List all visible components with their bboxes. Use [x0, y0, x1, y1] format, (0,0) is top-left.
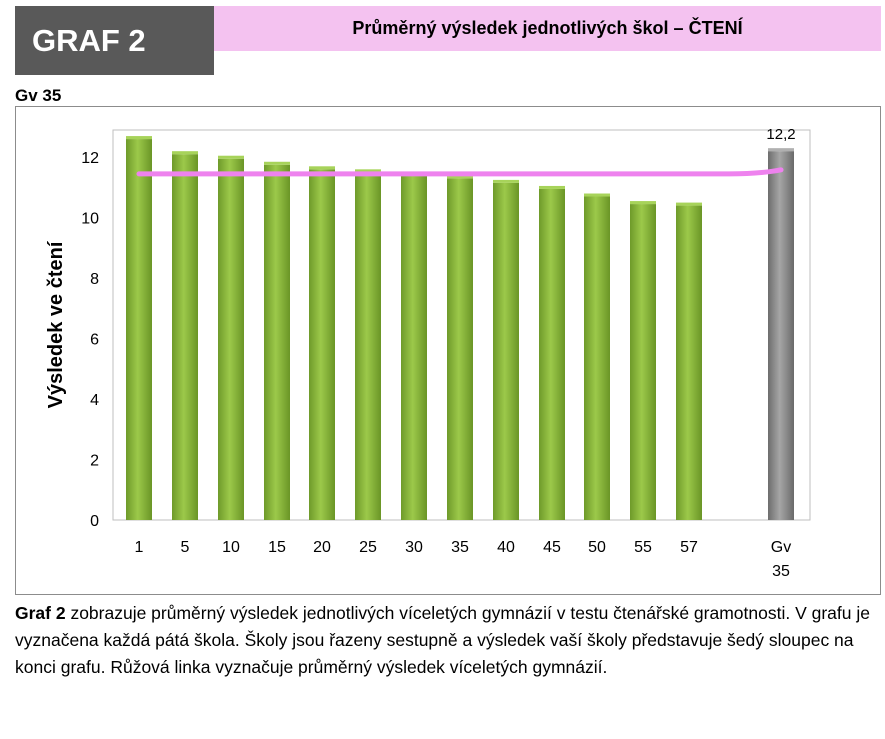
- bar-cap: [493, 179, 519, 183]
- caption-lead: Graf 2: [15, 603, 66, 623]
- y-tick-label: 2: [90, 453, 99, 470]
- bar-15: [264, 164, 290, 520]
- x-tick-label: 25: [359, 539, 377, 556]
- bar-cap: [584, 193, 610, 197]
- bar-1: [126, 139, 152, 520]
- bar-40: [493, 182, 519, 520]
- bar-gv-35: [768, 151, 794, 521]
- y-axis-label: Výsledek ve čtení: [45, 240, 67, 408]
- bar-cap: [768, 148, 794, 152]
- x-tick-label: 15: [268, 539, 286, 556]
- bar-25: [355, 172, 381, 521]
- bar-cap: [355, 169, 381, 173]
- average-line: [136, 167, 784, 177]
- bar-cap: [126, 136, 152, 140]
- bar-57: [676, 205, 702, 520]
- x-tick-label: 5: [181, 539, 190, 556]
- x-tick-label: 10: [222, 539, 240, 556]
- x-tick-label: 35: [772, 563, 790, 580]
- x-tick-label: 30: [405, 539, 423, 556]
- bar-10: [218, 158, 244, 520]
- y-tick-label: 8: [90, 271, 99, 288]
- bar-cap: [630, 201, 656, 205]
- bar-30: [401, 175, 427, 521]
- highlight-data-label: 12,2: [766, 126, 795, 143]
- y-tick-label: 0: [90, 513, 99, 530]
- x-tick-label: 57: [680, 539, 698, 556]
- x-tick-label: 45: [543, 539, 561, 556]
- graf-badge: GRAF 2: [15, 6, 214, 75]
- y-tick-label: 4: [90, 392, 99, 409]
- bar-50: [584, 196, 610, 520]
- bar-5: [172, 154, 198, 521]
- caption: Graf 2 zobrazuje průměrný výsledek jedno…: [15, 600, 881, 681]
- y-tick-label: 6: [90, 332, 99, 349]
- bar-cap: [676, 202, 702, 206]
- bar-55: [630, 204, 656, 520]
- chart-frame: [15, 106, 881, 595]
- y-tick-label: 12: [81, 150, 99, 167]
- caption-text: zobrazuje průměrný výsledek jednotlivých…: [15, 603, 870, 677]
- x-tick-label: 20: [313, 539, 331, 556]
- x-tick-label: Gv: [771, 539, 791, 556]
- x-tick-label: 55: [634, 539, 652, 556]
- x-tick-label: 35: [451, 539, 469, 556]
- chart-title-bar: Průměrný výsledek jednotlivých škol – ČT…: [214, 6, 881, 51]
- bar-cap: [539, 185, 565, 189]
- bar-45: [539, 188, 565, 520]
- bar-35: [447, 178, 473, 521]
- bar-20: [309, 169, 335, 521]
- bar-cap: [172, 151, 198, 155]
- bar-cap: [218, 155, 244, 159]
- bar-cap: [264, 161, 290, 165]
- x-tick-label: 40: [497, 539, 515, 556]
- school-label: Gv 35: [15, 86, 62, 105]
- bar-cap: [309, 166, 335, 170]
- bar-cap: [447, 175, 473, 179]
- x-tick-label: 50: [588, 539, 606, 556]
- chart-title: Průměrný výsledek jednotlivých škol – ČT…: [352, 18, 743, 38]
- x-tick-label: 1: [135, 539, 144, 556]
- y-tick-label: 10: [81, 211, 99, 228]
